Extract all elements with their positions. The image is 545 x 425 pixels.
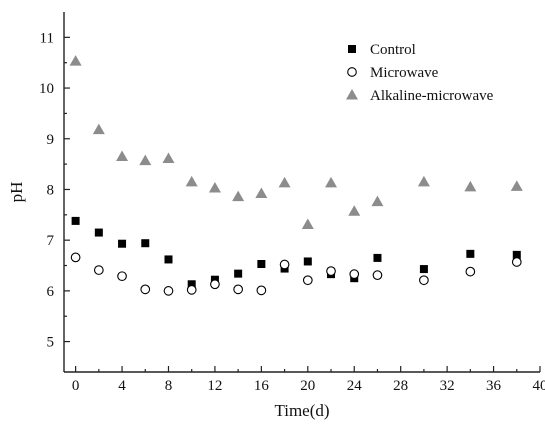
x-tick-label: 32 [440,378,455,394]
data-point [71,216,80,225]
data-point [279,259,290,270]
legend-label: Microwave [370,65,439,81]
x-tick-label: 8 [165,378,173,394]
data-point [232,190,245,202]
data-point [163,286,174,296]
data-point [140,284,151,295]
y-tick-label: 7 [47,233,55,249]
axes [63,12,540,373]
legend-label: Alkaline-microwave [370,88,494,104]
legend: Control Microwave Alkaline-microwave [346,42,494,104]
data-point [256,285,267,296]
data-point [69,55,82,66]
series-microwave [70,252,522,296]
data-point [510,180,523,191]
series-alkaline-microwave [69,55,523,229]
ticks: 0 4 8 12 16 20 24 28 32 36 40 5 6 7 8 9 10 11 [39,30,545,394]
data-point [255,187,268,199]
data-point [118,239,127,248]
y-tick-label: 8 [47,182,55,198]
data-point [511,257,522,267]
data-marks [69,55,523,296]
data-point [372,270,383,281]
data-point [464,180,477,192]
data-point [233,284,243,295]
data-point [162,152,175,164]
data-point [93,265,104,275]
data-point [325,176,338,188]
data-point [302,275,313,286]
legend-label: Control [370,42,416,58]
data-point [94,228,103,237]
x-tick-label: 28 [393,378,408,394]
data-point [164,255,173,264]
y-axis-label: pH [7,182,26,203]
x-tick-label: 0 [72,378,80,394]
legend-marker [347,67,357,77]
y-tick-label: 6 [47,284,55,300]
data-point [210,279,220,290]
data-point [349,269,360,279]
data-point [187,280,196,289]
data-point [466,249,475,258]
data-point [257,260,266,268]
data-point [70,252,81,263]
data-point [348,205,361,216]
y-tick-label: 5 [47,335,55,351]
data-point [419,265,428,274]
data-point [371,195,384,207]
x-tick-label: 4 [118,378,126,394]
legend-marker [348,45,356,53]
data-point [234,269,243,278]
data-point [512,250,521,259]
x-tick-label: 16 [254,378,270,394]
data-point [326,266,336,276]
series-control [71,216,521,289]
data-point [465,266,476,277]
data-point [185,175,198,187]
data-point [116,150,129,162]
x-tick-label: 12 [207,378,222,394]
y-tick-label: 9 [47,132,55,148]
data-point [117,271,127,282]
data-point [278,176,291,188]
data-point [139,154,152,166]
x-tick-label: 24 [347,378,363,394]
y-tick-label: 10 [39,81,54,97]
data-point [417,175,430,187]
data-point [208,181,221,193]
data-point [419,275,429,286]
x-axis-label: Time(d) [274,401,329,420]
data-point [303,257,312,266]
x-tick-label: 20 [300,378,315,394]
data-point [301,218,314,229]
x-tick-label: 36 [486,378,502,394]
x-tick-label: 40 [533,378,545,394]
y-tick-label: 11 [40,30,54,46]
data-point [92,123,105,135]
data-point [141,239,150,248]
legend-marker [346,89,358,100]
data-point [186,285,197,295]
data-point [373,253,382,262]
